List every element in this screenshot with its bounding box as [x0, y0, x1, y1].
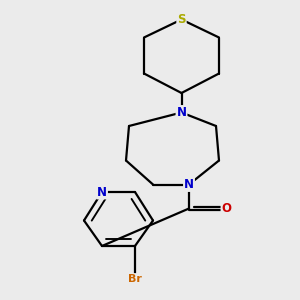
Text: N: N	[176, 106, 187, 119]
Text: Br: Br	[128, 274, 142, 284]
Text: O: O	[221, 202, 232, 215]
Text: N: N	[184, 178, 194, 191]
Text: S: S	[177, 13, 186, 26]
Text: N: N	[97, 185, 107, 199]
